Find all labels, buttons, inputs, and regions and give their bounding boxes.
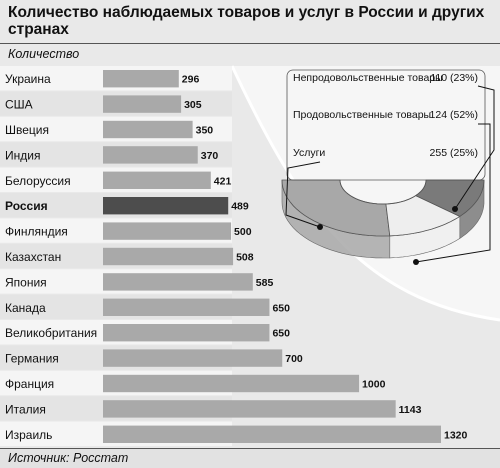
- bar-category-label: Белоруссия: [5, 174, 71, 188]
- bar-value-label: 1320: [444, 429, 468, 441]
- legend-frame: [286, 69, 486, 181]
- leader-line: [454, 85, 495, 210]
- bar-category-label: Индия: [5, 148, 40, 162]
- bar-category-label: Канада: [5, 301, 46, 315]
- bar-value-label: 585: [256, 277, 274, 289]
- donut-hole-edge: [339, 179, 427, 205]
- bar: [103, 95, 182, 113]
- bar: [103, 425, 441, 443]
- bar-chart-title: Количество: [8, 47, 80, 61]
- bar: [103, 222, 232, 240]
- legend-value: 255 (25%): [430, 147, 478, 159]
- bar-category-label: Россия: [5, 199, 48, 213]
- bar: [103, 171, 211, 189]
- bar-rows: Украина 296 США 305 Швеция 350 Индия 370 Белорус…: [0, 66, 468, 446]
- bar-value-label: 1143: [399, 404, 422, 416]
- leader-dot: [452, 206, 458, 212]
- bar: [103, 146, 198, 164]
- bar-category-label: Финляндия: [5, 225, 68, 239]
- legend-label: Непродовольственные товары: [293, 72, 443, 84]
- source-note: Источник: Росстат: [8, 451, 129, 465]
- bar: [103, 197, 229, 215]
- bar-value-label: 650: [272, 302, 290, 314]
- bar-value-label: 500: [234, 226, 252, 238]
- legend-value: 110 (23%): [430, 72, 478, 84]
- bar-value-label: 296: [182, 74, 200, 86]
- bar: [103, 273, 253, 291]
- bar: [103, 120, 193, 139]
- bar-value-label: 508: [236, 252, 254, 264]
- bar-category-label: Израиль: [5, 428, 52, 442]
- bar-value-label: 700: [285, 353, 303, 365]
- donut-chart: [281, 179, 485, 259]
- bar: [103, 70, 179, 88]
- bar-value-label: 370: [201, 150, 219, 162]
- bar-category-label: Япония: [5, 275, 47, 289]
- bar: [103, 400, 396, 418]
- leader-dot: [413, 259, 419, 265]
- source-bar: Источник: Росстат: [0, 448, 500, 468]
- bar-value-label: 350: [196, 125, 214, 137]
- bar-value-label: 650: [272, 328, 290, 340]
- bar-value-label: 489: [231, 201, 249, 213]
- chart-title: Количество наблюдаемых товаров и услуг в…: [8, 4, 485, 38]
- bar-category-label: Италия: [5, 402, 46, 416]
- bar-category-label: Украина: [5, 72, 51, 86]
- leader-dot: [317, 224, 323, 230]
- bar-value-label: 1000: [362, 379, 386, 391]
- leader-line: [285, 161, 321, 228]
- bar-category-label: Франция: [5, 377, 54, 391]
- bar-category-label: США: [5, 98, 33, 112]
- bar-category-label: Великобритания: [5, 326, 97, 340]
- bar: [103, 298, 270, 316]
- bar: [103, 324, 270, 342]
- bar-category-label: Германия: [5, 352, 59, 366]
- legend-label: Услуги: [293, 147, 325, 159]
- bar: [103, 247, 234, 266]
- leader-line: [415, 123, 491, 263]
- bar-category-label: Казахстан: [5, 250, 61, 264]
- legend-label: Продовольственные товары: [293, 109, 431, 121]
- bar-category-label: Швеция: [5, 123, 49, 137]
- bar-value-label: 305: [184, 99, 202, 111]
- bar: [103, 374, 360, 393]
- legend-value: 124 (52%): [430, 109, 478, 121]
- bar-value-label: 421: [214, 175, 232, 187]
- title-divider: [0, 43, 500, 44]
- bar: [103, 349, 283, 367]
